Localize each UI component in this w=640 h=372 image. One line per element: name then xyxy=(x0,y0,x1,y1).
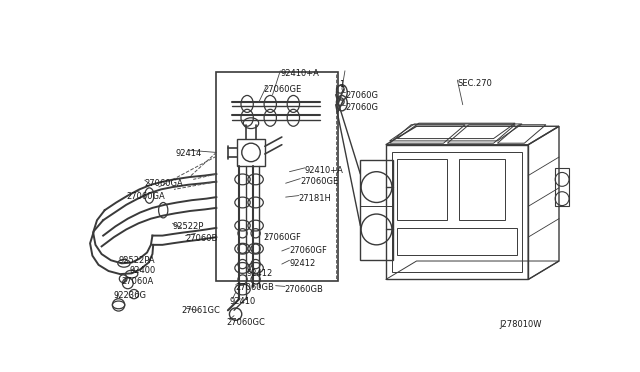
Bar xyxy=(237,139,265,166)
Text: J278010W: J278010W xyxy=(500,320,542,329)
Bar xyxy=(397,158,447,220)
Text: 27060GE: 27060GE xyxy=(263,85,301,94)
Bar xyxy=(397,228,516,255)
Text: 92410+A: 92410+A xyxy=(280,69,319,78)
Bar xyxy=(555,168,569,206)
Text: 1: 1 xyxy=(339,80,344,89)
Text: 27060GB: 27060GB xyxy=(285,285,324,294)
Text: SEC.270: SEC.270 xyxy=(458,78,492,87)
Text: 92412: 92412 xyxy=(246,269,273,279)
Text: 92522P: 92522P xyxy=(172,222,204,231)
Bar xyxy=(459,158,505,220)
Text: 92400: 92400 xyxy=(129,266,156,275)
Text: 92414: 92414 xyxy=(175,148,202,158)
Bar xyxy=(392,153,522,272)
Text: 27060B: 27060B xyxy=(186,234,218,243)
Text: 27060GC: 27060GC xyxy=(227,318,265,327)
Text: 92236G: 92236G xyxy=(114,291,147,300)
Text: 27061GC: 27061GC xyxy=(182,307,221,315)
Text: 27060GB: 27060GB xyxy=(236,283,275,292)
Text: 27060A: 27060A xyxy=(122,277,154,286)
Text: 92522PA: 92522PA xyxy=(118,256,155,264)
Text: 27181H: 27181H xyxy=(299,194,332,203)
Text: 92412: 92412 xyxy=(289,259,316,268)
Bar xyxy=(216,71,338,281)
Text: 27060G: 27060G xyxy=(345,103,378,112)
Text: 27060GA: 27060GA xyxy=(145,179,184,187)
Text: 27060GE: 27060GE xyxy=(300,177,339,186)
Text: 27060G: 27060G xyxy=(345,91,378,100)
Text: 92410+A: 92410+A xyxy=(305,166,344,175)
Text: 27060GF: 27060GF xyxy=(263,232,301,241)
Text: 27060GA: 27060GA xyxy=(126,192,165,202)
Text: 27060GF: 27060GF xyxy=(289,246,328,256)
Text: 92410: 92410 xyxy=(230,297,256,306)
